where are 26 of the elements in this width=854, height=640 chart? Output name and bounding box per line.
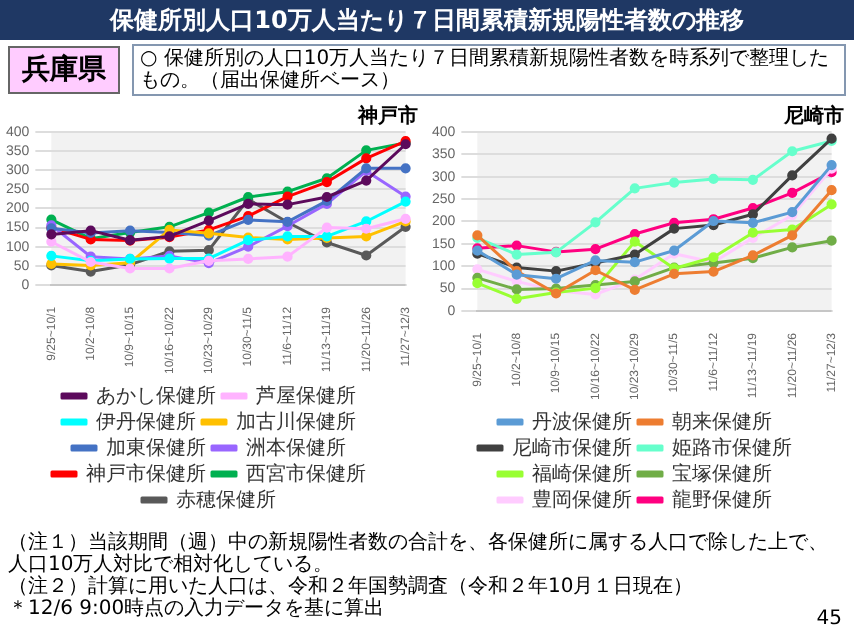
legend-label: 加東保健所: [106, 435, 206, 460]
chart-title: 保健所別人口10万人当たり７日間累積新規陽性者数の推移: [0, 0, 854, 40]
text: 神戸市: [356, 103, 418, 128]
legend-label: 芦屋保健所: [256, 383, 356, 408]
legend-label: 姫路市保健所: [672, 435, 792, 460]
legend-label: 西宮市保健所: [246, 461, 366, 486]
legend-label: 福崎保健所: [532, 461, 632, 486]
legend-label: あかし保健所: [96, 383, 216, 408]
legend-label: 洲本保健所: [246, 435, 346, 460]
legend-label: 神戸市保健所: [86, 461, 206, 486]
legend-label: 朝来保健所: [672, 409, 772, 434]
text: ＊12/6 9:00時点の入力データを基に算出: [8, 598, 385, 620]
legend-label: 赤穂保健所: [176, 487, 276, 512]
text: （注２）計算に用いた人口は、令和２年国勢調査（令和２年10月１日現在）: [8, 576, 696, 598]
text: ○ 保健所別の人口10万人当たり７日間累積新規陽性者数を時系列で整理したもの。（届出保健所ベース）: [132, 44, 846, 96]
text: 兵庫県: [8, 46, 120, 94]
legend-label: 加古川保健所: [236, 409, 356, 434]
text: （注１）当該期間（週）中の新規陽性者数の合計を、各保健所に属する人口で除した上で、人口10万人対比で相対化している。: [8, 532, 830, 576]
text: 尼崎市: [782, 103, 844, 128]
legend-label: 丹波保健所: [532, 409, 632, 434]
legend-label: 豊岡保健所: [532, 487, 632, 512]
legend-label: 尼崎市保健所: [512, 435, 632, 460]
legend-label: 宝塚保健所: [672, 461, 772, 486]
text: 45: [816, 608, 842, 630]
legend-label: 伊丹保健所: [96, 409, 196, 434]
legend-label: 龍野保健所: [672, 487, 772, 512]
